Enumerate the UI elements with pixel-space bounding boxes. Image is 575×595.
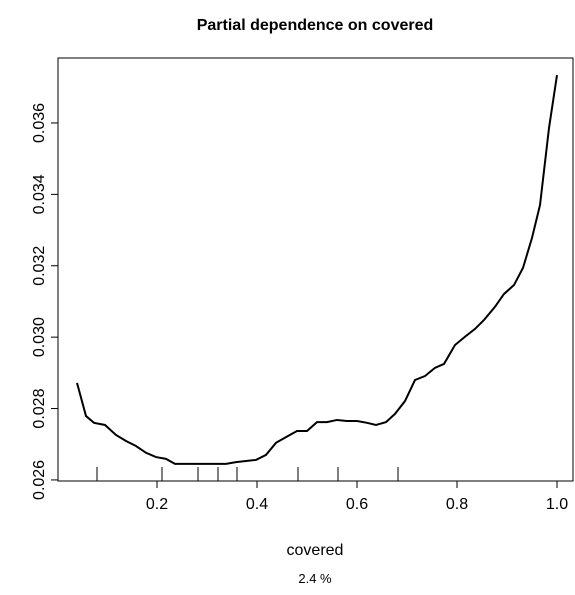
subtitle: 2.4 % — [298, 571, 332, 586]
chart-title: Partial dependence on covered — [197, 17, 434, 34]
line — [76, 74, 558, 465]
x-axis-label: covered — [287, 542, 344, 559]
x-tick-label: 0.8 — [446, 496, 468, 513]
plot-frame — [57, 57, 574, 482]
y-tick-label: 0.032 — [31, 246, 48, 286]
y-tick-label: 0.036 — [31, 103, 48, 143]
y-tick-label: 0.034 — [31, 174, 48, 214]
y-tick-label: 0.028 — [31, 388, 48, 428]
y-tick-label: 0.030 — [31, 317, 48, 357]
x-tick-label: 1.0 — [546, 496, 568, 513]
x-tick-label: 0.6 — [346, 496, 368, 513]
x-tick-label: 0.2 — [146, 496, 168, 513]
y-tick-label: 0.026 — [31, 460, 48, 500]
x-tick-label: 0.4 — [246, 496, 268, 513]
